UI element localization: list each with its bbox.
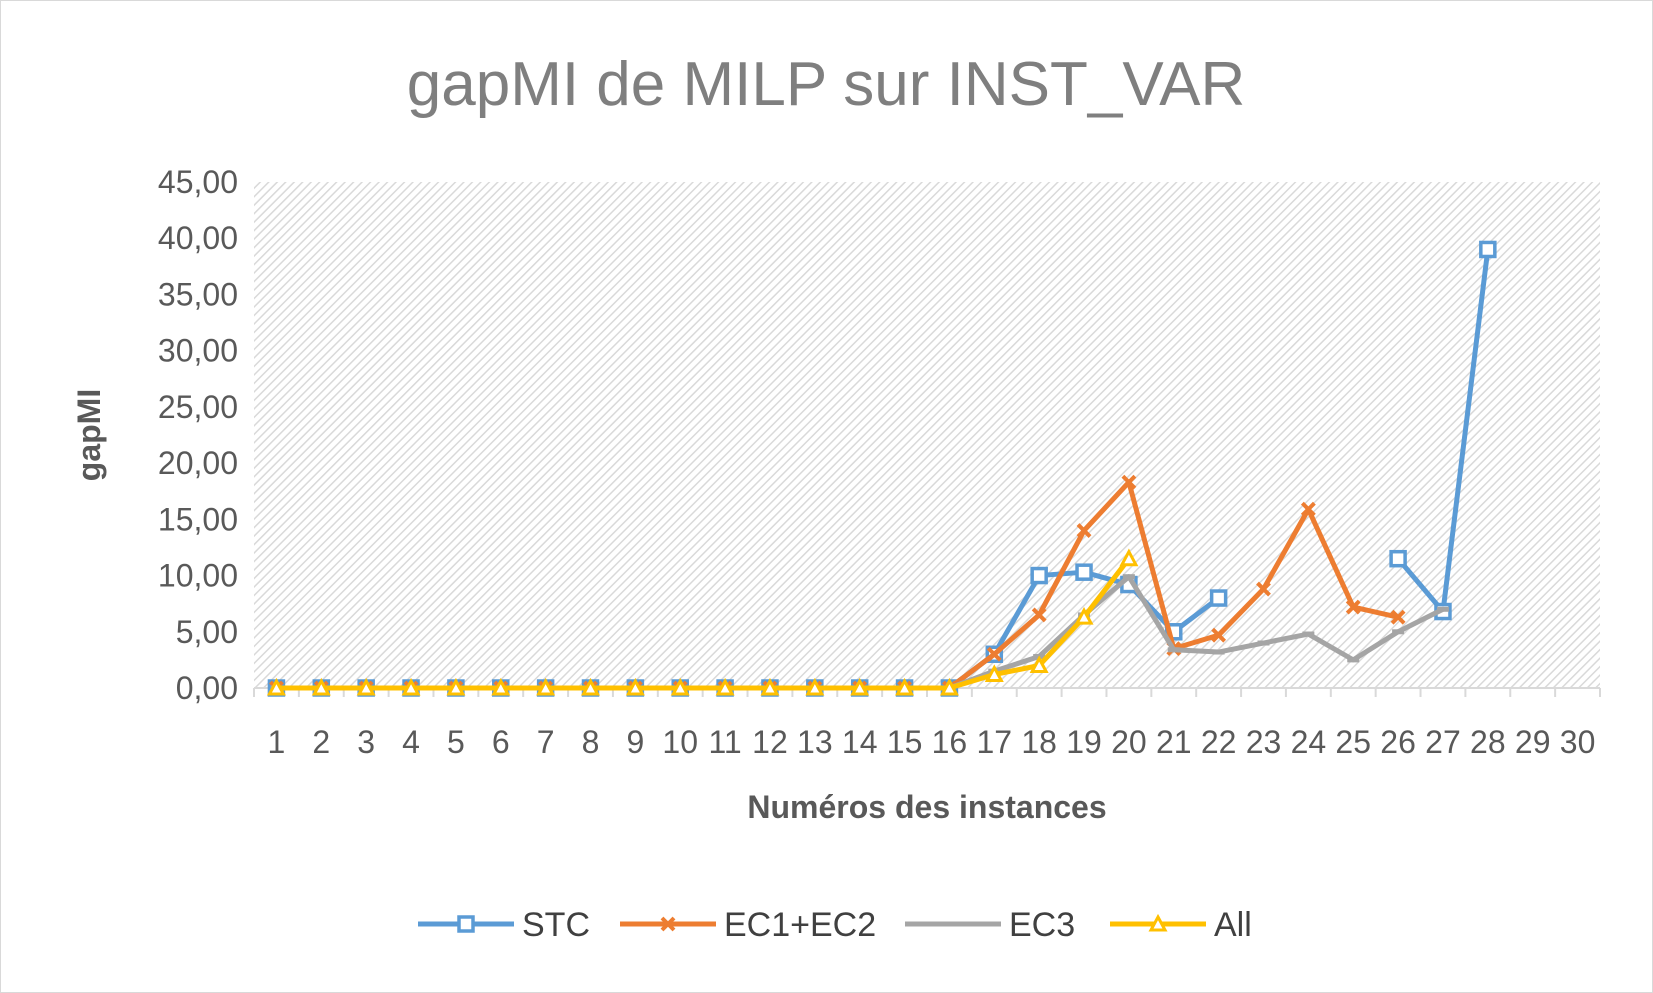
x-tick-label: 19 (1066, 724, 1102, 760)
x-tick-label: 23 (1246, 724, 1282, 760)
data-point (356, 677, 376, 696)
x-tick-label: 12 (752, 724, 788, 760)
data-point (1031, 607, 1047, 623)
x-tick-label: 24 (1291, 724, 1327, 760)
data-point (1390, 609, 1406, 625)
data-point (1256, 581, 1271, 597)
x-tick-label: 2 (312, 724, 330, 760)
data-point (311, 677, 331, 696)
x-tick-label: 17 (977, 724, 1013, 760)
x-tick-label: 26 (1380, 724, 1416, 760)
y-axis-labels: 0,00 5,00 10,00 15,00 20,00 25,00 30,00 35,00 40… (158, 164, 238, 706)
data-point (670, 677, 690, 696)
data-point (1029, 655, 1049, 674)
data-point (491, 677, 511, 696)
data-point (1030, 566, 1048, 585)
data-point (1074, 606, 1094, 625)
data-point (1119, 548, 1139, 567)
series-layer (266, 240, 1497, 697)
data-point (1075, 563, 1093, 581)
data-point (536, 677, 556, 696)
data-point (401, 677, 421, 696)
data-point (266, 677, 286, 696)
data-point (1479, 240, 1497, 259)
x-tick-label: 28 (1470, 724, 1506, 760)
x-axis-title: Numéros des instances (747, 789, 1106, 825)
y-tick-label: 0,00 (176, 670, 238, 706)
legend-label: All (1214, 906, 1252, 944)
data-point (1211, 627, 1227, 643)
x-tick-label: 15 (887, 724, 923, 760)
legend-label: EC3 (1009, 906, 1075, 944)
x-tick-label: 4 (402, 724, 420, 760)
data-point (1209, 589, 1228, 607)
x-tick-label: 22 (1201, 724, 1237, 760)
data-point (1121, 474, 1137, 490)
x-tick-label: 9 (626, 724, 644, 760)
data-point (939, 677, 959, 696)
x-tick-label: 18 (1021, 724, 1057, 760)
x-tick-label: 25 (1335, 724, 1371, 760)
y-tick-label: 40,00 (158, 220, 238, 256)
data-point (1300, 501, 1316, 517)
y-tick-label: 45,00 (158, 164, 238, 200)
x-tick-label: 11 (708, 724, 741, 760)
legend-item: STC (418, 906, 590, 944)
x-tick-label: 8 (582, 724, 600, 760)
data-point (1076, 523, 1092, 538)
x-tick-label: 20 (1111, 724, 1147, 760)
x-tick-label: 21 (1156, 724, 1192, 760)
y-tick-label: 30,00 (158, 333, 238, 369)
x-tick-label: 30 (1560, 724, 1596, 760)
x-tick-label: 10 (662, 724, 698, 760)
data-point (1389, 549, 1407, 568)
y-axis-title: gapMI (71, 389, 107, 481)
legend-label: STC (522, 906, 590, 944)
x-tick-label: 29 (1515, 724, 1551, 760)
data-point (986, 646, 1002, 662)
chart-title: gapMI de MILP sur INST_VAR (407, 50, 1245, 119)
y-tick-label: 35,00 (158, 276, 238, 312)
x-tick-label: 13 (797, 724, 833, 760)
legend-item: All (1110, 906, 1252, 944)
x-tick-label: 3 (357, 724, 375, 760)
series-3 (266, 548, 1139, 696)
plot-area (254, 182, 1600, 688)
data-point (580, 677, 601, 696)
data-point (760, 677, 780, 696)
legend-label: EC1+EC2 (724, 906, 876, 944)
x-tick-label: 7 (537, 724, 555, 760)
y-tick-label: 20,00 (158, 445, 238, 481)
data-point (805, 677, 825, 696)
data-point (850, 677, 870, 696)
x-tick-label: 27 (1425, 724, 1461, 760)
legend-marker (457, 915, 475, 933)
x-tick-label: 16 (932, 724, 968, 760)
y-tick-label: 10,00 (158, 558, 238, 594)
legend-item: EC1+EC2 (620, 906, 876, 944)
x-tick-label: 5 (447, 724, 465, 760)
x-tick-label: 6 (492, 724, 510, 760)
data-point (625, 677, 645, 696)
series-line (273, 556, 1132, 691)
data-point (715, 677, 735, 696)
data-point (895, 677, 915, 696)
x-tick-label: 14 (842, 724, 878, 760)
legend: STC EC1+EC2 EC3 All (418, 906, 1252, 944)
y-tick-label: 15,00 (158, 501, 238, 537)
data-point (446, 677, 466, 696)
y-tick-label: 5,00 (176, 614, 238, 650)
x-axis-labels: 1 2 3 4 5 6 7 8 9 10 11 12 13 14 15 16 17 18 19 20 21 22 23 24 2… (268, 724, 1596, 760)
legend-item: EC3 (905, 906, 1075, 944)
legend-marker (1148, 913, 1168, 932)
y-tick-label: 25,00 (158, 389, 238, 425)
legend-marker (660, 916, 676, 932)
data-point (984, 664, 1004, 683)
x-tick-label: 1 (268, 724, 286, 760)
data-point (1345, 599, 1361, 615)
